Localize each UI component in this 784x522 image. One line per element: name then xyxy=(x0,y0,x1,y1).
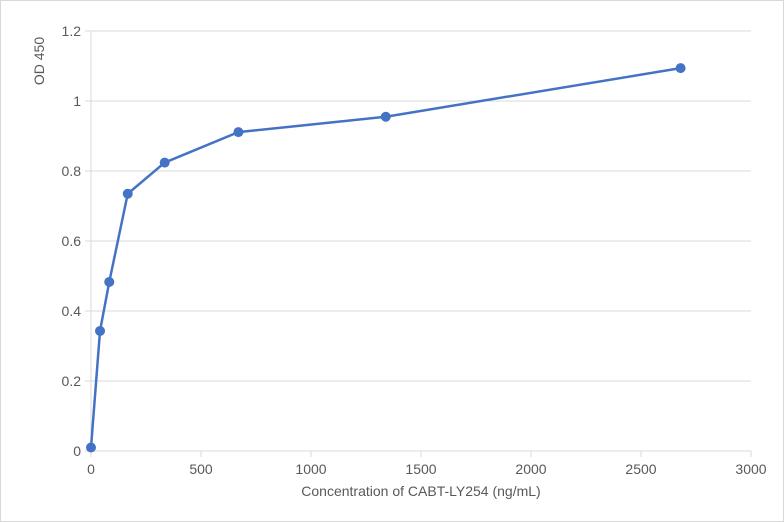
y-tick-label: 0.2 xyxy=(41,373,81,389)
y-axis-title: OD 450 xyxy=(31,0,47,271)
chart-svg xyxy=(91,31,751,459)
data-marker xyxy=(233,127,243,137)
data-marker xyxy=(676,63,686,73)
data-marker xyxy=(86,443,96,453)
y-tick-label: 0.4 xyxy=(41,303,81,319)
data-marker xyxy=(104,277,114,287)
data-marker xyxy=(95,326,105,336)
y-tick-label: 1.2 xyxy=(41,23,81,39)
x-tick-label: 1500 xyxy=(396,461,446,477)
data-marker xyxy=(123,189,133,199)
x-tick-label: 2000 xyxy=(506,461,556,477)
y-tick-label: 0.8 xyxy=(41,163,81,179)
y-tick-label: 0 xyxy=(41,443,81,459)
dose-response-chart: OD 450 Concentration of CABT-LY254 (ng/m… xyxy=(0,0,784,522)
y-tick-label: 0.6 xyxy=(41,233,81,249)
y-tick-label: 1 xyxy=(41,93,81,109)
x-tick-label: 500 xyxy=(176,461,226,477)
x-axis-title: Concentration of CABT-LY254 (ng/mL) xyxy=(91,483,751,499)
x-tick-label: 0 xyxy=(66,461,116,477)
data-marker xyxy=(381,112,391,122)
plot-area xyxy=(91,31,751,451)
x-tick-label: 3000 xyxy=(726,461,776,477)
data-marker xyxy=(160,158,170,168)
x-tick-label: 2500 xyxy=(616,461,666,477)
x-tick-label: 1000 xyxy=(286,461,336,477)
